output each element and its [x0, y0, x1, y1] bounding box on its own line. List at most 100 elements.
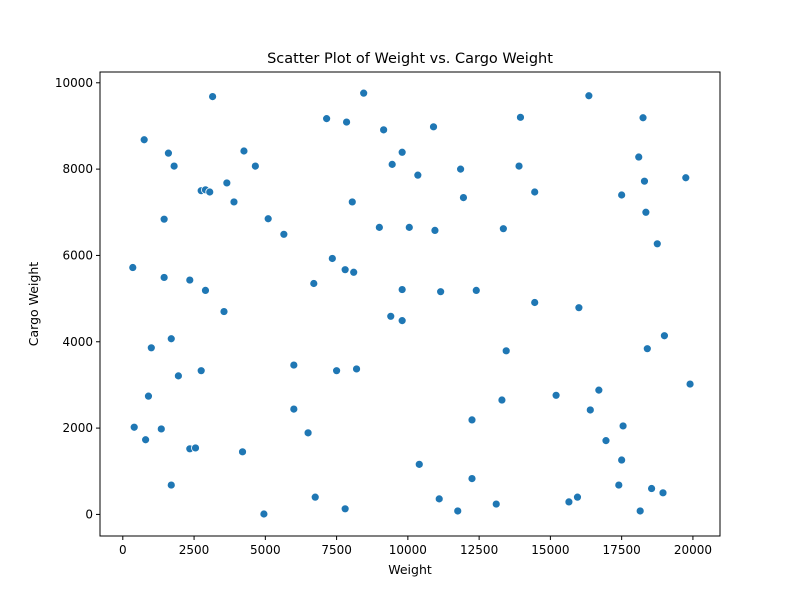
x-tick-label: 7500 — [321, 543, 352, 557]
data-point — [491, 499, 501, 509]
data-point — [164, 148, 173, 158]
data-point — [340, 265, 350, 275]
data-point — [601, 436, 611, 446]
data-point — [250, 161, 260, 171]
data-point — [229, 197, 239, 207]
data-point — [647, 484, 656, 493]
data-point — [471, 286, 481, 295]
data-point — [574, 303, 584, 313]
y-axis-label: Cargo Weight — [26, 262, 41, 347]
data-point — [530, 298, 540, 307]
data-point — [289, 404, 299, 414]
data-point — [239, 146, 249, 156]
data-point — [514, 161, 524, 171]
data-point — [159, 273, 169, 282]
data-point — [289, 360, 299, 370]
data-point — [564, 497, 574, 507]
data-point — [617, 190, 627, 200]
y-tick-label: 0 — [85, 507, 93, 521]
x-tick-label: 20000 — [674, 543, 712, 557]
data-point — [685, 379, 695, 389]
y-tick-label: 10000 — [55, 76, 93, 90]
data-point — [429, 122, 438, 132]
x-tick-label: 17500 — [603, 543, 641, 557]
data-point — [652, 239, 662, 249]
data-point — [614, 480, 624, 490]
x-tick-label: 15000 — [531, 543, 569, 557]
data-point — [279, 229, 289, 239]
data-point — [205, 187, 215, 197]
data-point — [397, 285, 407, 294]
data-point — [434, 494, 444, 504]
x-tick-label: 0 — [119, 543, 127, 557]
data-point — [169, 161, 179, 171]
data-point — [159, 214, 169, 224]
data-point — [309, 279, 319, 288]
data-point — [404, 222, 414, 232]
data-point — [459, 193, 468, 203]
data-point — [219, 307, 229, 316]
data-point — [658, 488, 668, 498]
y-tick-label: 8000 — [62, 162, 93, 176]
data-point — [635, 506, 645, 516]
data-point — [347, 197, 357, 207]
data-point — [173, 371, 183, 381]
data-point — [379, 125, 389, 135]
data-point — [128, 263, 138, 272]
data-point — [397, 147, 407, 157]
data-point — [208, 92, 217, 102]
data-point — [259, 509, 269, 519]
data-point — [129, 422, 139, 432]
data-point — [327, 254, 337, 263]
data-point — [584, 91, 594, 101]
data-point — [191, 443, 200, 453]
data-point — [497, 395, 507, 405]
x-axis-label: Weight — [388, 562, 432, 577]
x-tick-label: 2500 — [179, 543, 210, 557]
data-point — [453, 506, 463, 516]
data-point — [166, 334, 176, 344]
data-point — [414, 459, 424, 469]
data-point — [342, 117, 351, 127]
data-point — [617, 455, 627, 465]
data-point — [374, 222, 384, 232]
x-tick-label: 12500 — [460, 543, 498, 557]
data-point — [681, 173, 691, 183]
data-point — [340, 504, 350, 514]
data-point — [516, 112, 525, 122]
data-point — [467, 474, 477, 483]
y-tick-label: 2000 — [62, 421, 93, 435]
data-points — [128, 88, 695, 519]
data-point — [349, 267, 359, 277]
data-point — [551, 390, 561, 400]
data-point — [387, 159, 397, 169]
data-point — [573, 492, 582, 502]
data-point — [238, 447, 247, 457]
data-point — [430, 226, 440, 235]
data-point — [201, 286, 210, 295]
data-point — [640, 176, 649, 186]
data-point — [498, 224, 508, 234]
data-point — [585, 405, 595, 415]
chart-title: Scatter Plot of Weight vs. Cargo Weight — [267, 51, 553, 67]
data-point — [641, 207, 651, 217]
data-point — [413, 170, 423, 180]
data-point — [436, 287, 446, 297]
plot-frame — [99, 71, 721, 537]
data-point — [222, 178, 232, 188]
data-point — [185, 275, 195, 285]
data-point — [397, 316, 407, 326]
data-point — [386, 311, 396, 321]
data-point — [322, 114, 332, 124]
y-tick-label: 4000 — [62, 335, 93, 349]
x-tick-label: 10000 — [389, 543, 427, 557]
data-point — [196, 366, 206, 376]
data-point — [530, 187, 540, 197]
data-point — [144, 391, 153, 401]
data-point — [467, 415, 477, 425]
data-point — [642, 344, 652, 354]
data-point — [310, 492, 320, 502]
axis-ticks: 0 2500 5000 7500 10000 12500 15000 17500 20000 0 2… — [55, 76, 712, 557]
